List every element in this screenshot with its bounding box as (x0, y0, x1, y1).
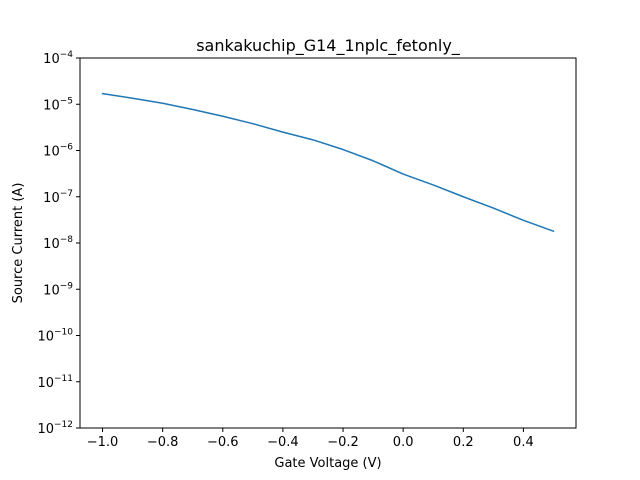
y-tick-label: 10−11 (37, 374, 73, 391)
x-tick-label: −0.2 (327, 435, 359, 450)
y-tick-label: 10−4 (43, 50, 73, 67)
series-line (101, 92, 555, 233)
x-tick-label: −0.4 (267, 435, 299, 450)
y-tick-exponent: −5 (60, 96, 73, 106)
y-tick-base: 10 (43, 98, 60, 113)
x-tick-label: −1.0 (87, 435, 119, 450)
x-axis-ticks: −1.0 −0.8 −0.6 −0.4 −0.2 0.0 0.2 0.4 (87, 428, 534, 450)
y-axis-label: Source Current (A) (11, 183, 26, 304)
x-tick-label: −0.6 (207, 435, 239, 450)
y-tick-exponent: −7 (60, 189, 73, 199)
y-tick-base: 10 (43, 283, 60, 298)
y-tick-exponent: −8 (60, 235, 74, 245)
y-tick-label: 10−9 (43, 281, 73, 298)
y-tick-label: 10−5 (43, 96, 73, 113)
y-tick-base: 10 (43, 145, 60, 160)
y-tick-label: 10−7 (43, 189, 73, 206)
y-tick-exponent: −9 (60, 281, 74, 291)
series-layer (101, 92, 555, 233)
x-tick-label: 0.2 (453, 435, 474, 450)
y-tick-base: 10 (43, 237, 60, 252)
x-tick-label: 0.0 (393, 435, 414, 450)
x-tick-label: −0.8 (147, 435, 179, 450)
y-tick-label: 10−12 (37, 420, 73, 437)
y-tick-exponent: −10 (54, 328, 73, 338)
y-tick-label: 10−6 (43, 143, 73, 160)
x-axis-label: Gate Voltage (V) (274, 456, 381, 471)
x-tick-label: 0.4 (513, 435, 534, 450)
y-tick-exponent: −11 (54, 374, 73, 384)
y-tick-base: 10 (43, 191, 60, 206)
y-tick-base: 10 (37, 422, 54, 437)
y-tick-exponent: −4 (60, 50, 74, 60)
plot-area-frame (79, 57, 577, 429)
y-tick-base: 10 (37, 376, 54, 391)
y-tick-exponent: −12 (54, 420, 73, 430)
y-tick-label: 10−10 (37, 328, 73, 345)
y-tick-base: 10 (37, 330, 54, 345)
y-tick-exponent: −6 (60, 143, 74, 153)
chart-title: sankakuchip_G14_1nplc_fetonly_ (196, 36, 461, 56)
y-tick-base: 10 (43, 52, 60, 67)
y-tick-label: 10−8 (43, 235, 73, 252)
